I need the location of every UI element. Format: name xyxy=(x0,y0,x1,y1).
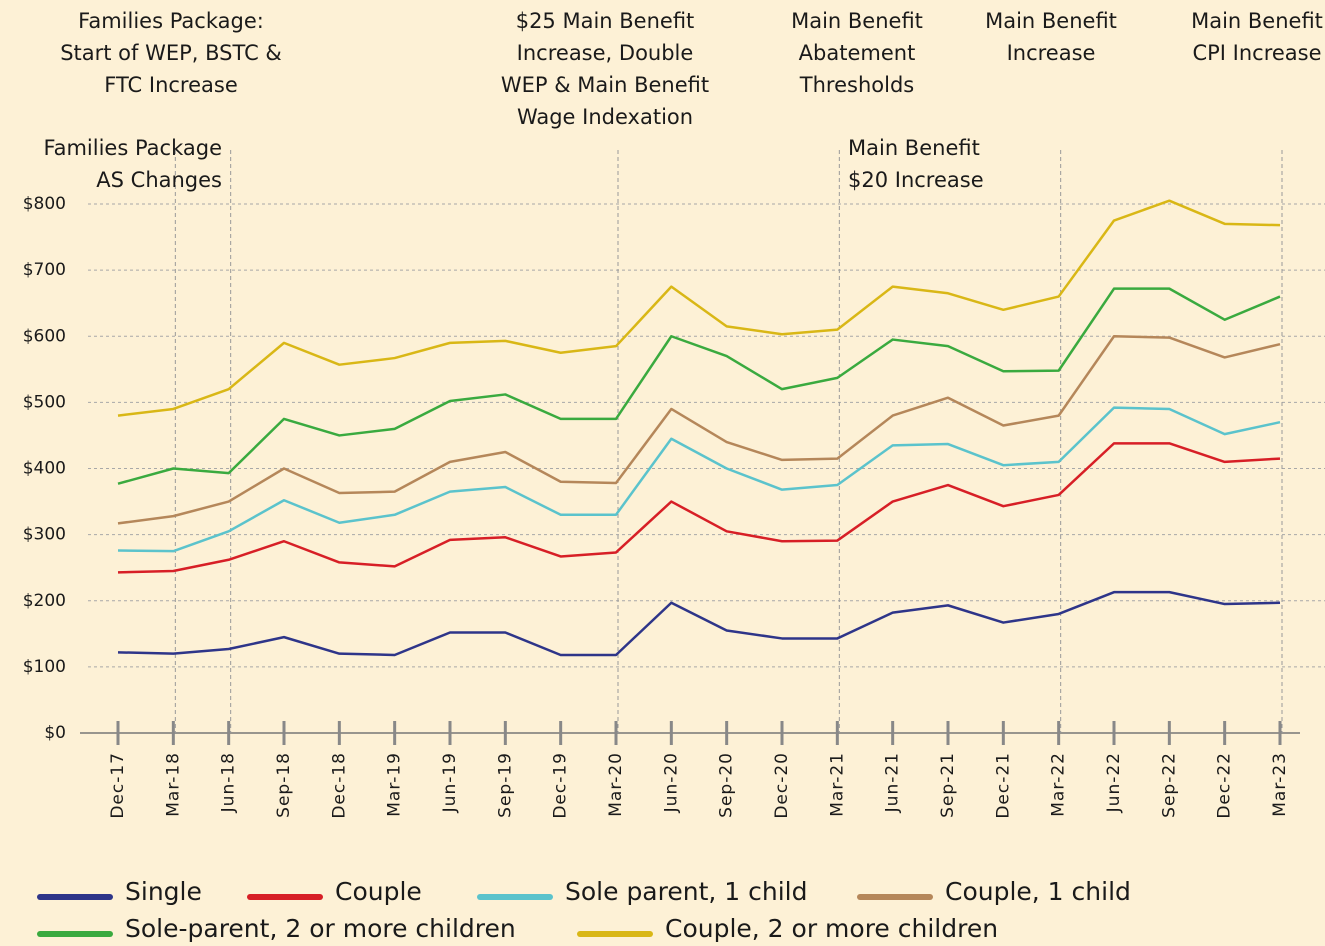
annotation: AS Changes xyxy=(96,168,222,192)
legend-label: Single xyxy=(125,877,202,906)
series-line xyxy=(117,590,1281,657)
x-tick-label: Dec-22 xyxy=(1215,752,1235,819)
x-tick-label: Dec-18 xyxy=(329,752,349,819)
annotation: CPI Increase xyxy=(1192,41,1321,65)
x-tick-label: Sep-18 xyxy=(274,752,294,818)
x-tick-label: Sep-19 xyxy=(495,752,515,818)
annotation: Families Package xyxy=(43,136,222,160)
series-line xyxy=(117,335,1281,525)
x-tick-label: Mar-18 xyxy=(163,752,183,817)
annotation: WEP & Main Benefit xyxy=(501,73,709,97)
x-tick-label: Jun-21 xyxy=(883,752,903,813)
annotation: Increase, Double xyxy=(517,41,694,65)
x-tick-label: Mar-20 xyxy=(606,752,626,817)
y-tick-label: $400 xyxy=(23,459,66,479)
y-tick-label: $300 xyxy=(23,525,66,545)
x-tick-label: Jun-19 xyxy=(440,752,460,813)
legend-label: Sole parent, 1 child xyxy=(565,877,807,906)
x-tick-label: Dec-17 xyxy=(108,752,128,819)
x-tick-label: Jun-18 xyxy=(219,752,239,813)
legend-label: Couple, 2 or more children xyxy=(665,914,998,943)
y-tick-label: $100 xyxy=(23,657,66,677)
annotation: $25 Main Benefit xyxy=(516,9,695,33)
x-tick-label: Mar-19 xyxy=(385,752,405,817)
x-tick-label: Dec-20 xyxy=(772,752,792,819)
annotation: Families Package: xyxy=(78,9,264,33)
annotation: Thresholds xyxy=(799,73,914,97)
series-line xyxy=(117,406,1281,553)
annotation: Main Benefit xyxy=(848,136,980,160)
legend-label: Couple, 1 child xyxy=(945,877,1131,906)
y-tick-label: $0 xyxy=(44,723,66,743)
annotation: FTC Increase xyxy=(104,73,238,97)
series-line xyxy=(117,287,1281,485)
annotation: Start of WEP, BSTC & xyxy=(60,41,282,65)
series-line xyxy=(117,442,1281,574)
y-tick-label: $600 xyxy=(23,326,66,346)
annotation: $20 Increase xyxy=(848,168,984,192)
annotation: Main Benefit xyxy=(791,9,923,33)
annotation: Main Benefit xyxy=(985,9,1117,33)
x-tick-label: Jun-22 xyxy=(1104,752,1124,813)
legend-label: Sole-parent, 2 or more children xyxy=(125,914,516,943)
y-tick-label: $700 xyxy=(23,260,66,280)
y-tick-label: $200 xyxy=(23,591,66,611)
x-tick-label: Mar-22 xyxy=(1049,752,1069,817)
x-tick-label: Sep-20 xyxy=(717,752,737,818)
series-line xyxy=(117,199,1281,417)
y-tick-label: $800 xyxy=(23,194,66,214)
x-tick-label: Mar-21 xyxy=(827,752,847,817)
annotation: Abatement xyxy=(799,41,916,65)
annotation: Increase xyxy=(1007,41,1096,65)
x-tick-label: Mar-23 xyxy=(1270,752,1290,817)
x-tick-label: Sep-21 xyxy=(938,752,958,818)
x-tick-label: Sep-22 xyxy=(1159,752,1179,818)
x-tick-label: Dec-21 xyxy=(993,752,1013,819)
x-tick-label: Jun-20 xyxy=(661,752,681,813)
annotation: Main Benefit xyxy=(1191,9,1323,33)
y-tick-label: $500 xyxy=(23,392,66,412)
annotation: Wage Indexation xyxy=(517,105,693,129)
legend-label: Couple xyxy=(335,877,422,906)
x-tick-label: Dec-19 xyxy=(551,752,571,819)
